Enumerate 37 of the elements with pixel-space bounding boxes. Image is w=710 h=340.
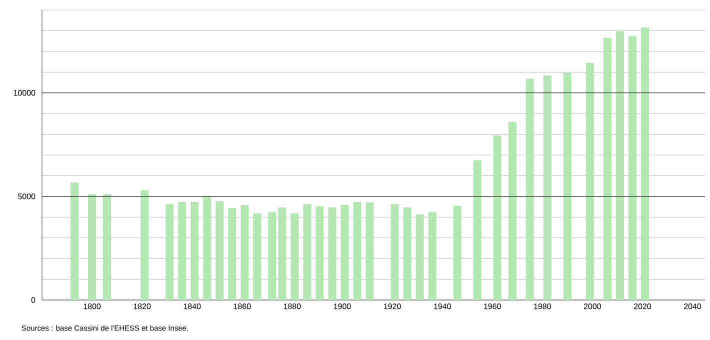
bar	[416, 214, 424, 300]
bar	[603, 38, 612, 300]
bar	[390, 204, 399, 300]
bar	[353, 202, 362, 300]
bar	[473, 160, 482, 300]
bar	[88, 194, 96, 300]
bar	[616, 31, 624, 300]
bar	[228, 208, 236, 300]
bar	[303, 204, 312, 300]
bar	[328, 207, 336, 300]
bar	[366, 202, 374, 300]
bar	[70, 182, 79, 300]
bar	[240, 204, 249, 300]
bar	[586, 62, 594, 300]
bar	[190, 202, 199, 300]
bar	[563, 72, 572, 300]
bar	[166, 204, 174, 300]
bar	[178, 202, 186, 300]
bar	[216, 201, 224, 300]
bar	[340, 204, 349, 300]
bar	[508, 122, 516, 300]
bar	[253, 213, 262, 300]
bar	[278, 207, 286, 300]
bar	[428, 212, 436, 300]
bar	[543, 75, 552, 300]
bar	[628, 36, 636, 300]
bar	[316, 206, 324, 300]
bar	[140, 190, 149, 300]
bar	[640, 27, 649, 300]
bar	[493, 135, 502, 300]
bar	[103, 194, 112, 300]
bar	[403, 207, 412, 300]
bar	[268, 212, 276, 300]
bar	[453, 206, 462, 300]
bar	[526, 78, 534, 300]
bar	[290, 213, 299, 300]
bar	[203, 196, 212, 300]
